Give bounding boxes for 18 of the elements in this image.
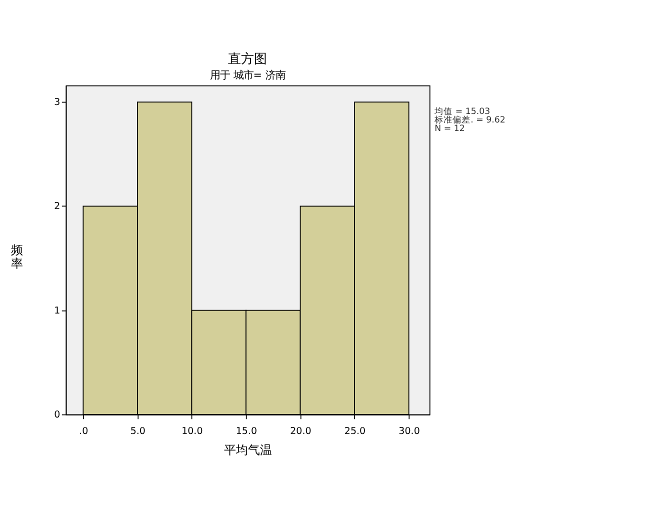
x-tick-label: 25.0 xyxy=(344,426,366,437)
x-tick-label: 20.0 xyxy=(290,426,312,437)
y-tick-label: 0 xyxy=(54,409,60,420)
y-tick-label: 3 xyxy=(54,97,60,108)
text: 标准偏差. = 9.62 xyxy=(434,114,506,126)
x-tick-label: 5.0 xyxy=(130,426,146,437)
chart-subtitle: 用于 城市= 济南 xyxy=(210,69,286,82)
x-tick-label: .0 xyxy=(79,426,88,437)
text: N = 12 xyxy=(434,124,465,134)
x-axis-title: 平均气温 xyxy=(224,442,272,457)
y-axis-title: 频率 xyxy=(10,242,23,271)
y-tick-label: 1 xyxy=(54,305,60,316)
x-tick-label: 10.0 xyxy=(182,426,203,437)
x-tick-label: 15.0 xyxy=(236,426,258,437)
x-tick-label: 30.0 xyxy=(398,426,420,437)
chart-title: 直方图 xyxy=(228,50,268,67)
text: 均值 = 15.03 xyxy=(434,106,490,117)
y-tick-label: 2 xyxy=(54,201,60,212)
